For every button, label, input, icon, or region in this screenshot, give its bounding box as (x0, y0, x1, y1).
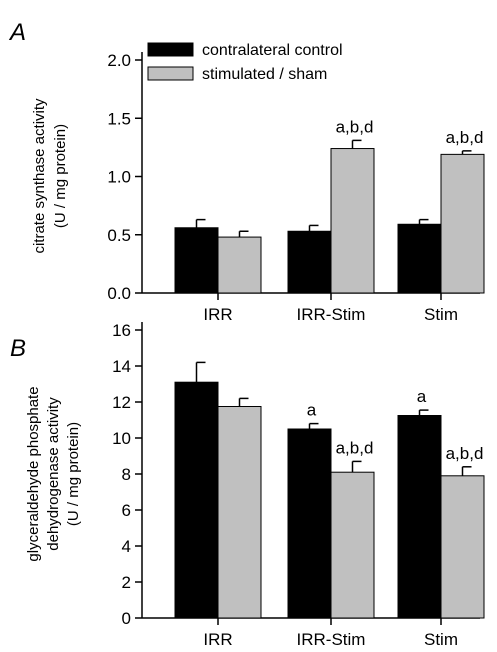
bar-contralateral-control (397, 223, 442, 294)
legend-swatch (147, 42, 194, 57)
x-category-label: Stim (424, 630, 458, 649)
bar-stimulated-sham (217, 236, 262, 294)
y-tick-label: 6 (122, 501, 131, 520)
y-tick-label: 1.5 (107, 109, 131, 128)
legend-label: contralateral control (202, 42, 343, 59)
x-category-label: IRR-Stim (297, 630, 366, 649)
x-category-label: Stim (424, 305, 458, 324)
x-category-label: IRR (203, 305, 232, 324)
panel-label: A (8, 19, 26, 46)
y-tick-label: 10 (112, 429, 131, 448)
legend-swatch (147, 66, 194, 81)
y-axis-label: citrate synthase activity (31, 98, 48, 254)
y-tick-label: 0 (122, 609, 131, 628)
y-tick-label: 2.0 (107, 51, 131, 70)
significance-annotation: a,b,d (446, 128, 484, 147)
legend-label: stimulated / sham (202, 66, 327, 83)
y-tick-label: 0.0 (107, 284, 131, 303)
bar-stimulated-sham (330, 148, 375, 294)
bar-stimulated-sham (440, 153, 485, 294)
significance-annotation: a (417, 387, 427, 406)
x-category-label: IRR (203, 630, 232, 649)
bar-contralateral-control (397, 415, 442, 619)
significance-annotation: a (307, 401, 317, 420)
y-axis-label: (U / mg protein) (52, 124, 69, 228)
y-axis-label: (U / mg protein) (65, 422, 82, 526)
x-category-label: IRR-Stim (297, 305, 366, 324)
y-tick-label: 14 (112, 357, 131, 376)
y-tick-label: 2 (122, 573, 131, 592)
significance-annotation: a,b,d (336, 438, 374, 457)
bar-contralateral-control (287, 428, 332, 619)
y-tick-label: 1.0 (107, 168, 131, 187)
y-tick-label: 0.5 (107, 226, 131, 245)
y-tick-label: 12 (112, 393, 131, 412)
y-tick-label: 16 (112, 321, 131, 340)
bar-contralateral-control (174, 227, 219, 294)
y-tick-label: 4 (122, 537, 131, 556)
bar-stimulated-sham (440, 475, 485, 619)
significance-annotation: a,b,d (446, 444, 484, 463)
y-axis-label: glyceraldehyde phosphate (25, 386, 42, 561)
y-tick-label: 8 (122, 465, 131, 484)
bar-contralateral-control (287, 230, 332, 294)
bar-stimulated-sham (330, 471, 375, 619)
panel-label: B (10, 335, 26, 362)
significance-annotation: a,b,d (336, 117, 374, 136)
bar-stimulated-sham (217, 406, 262, 619)
y-axis-label: dehydrogenase activity (45, 397, 62, 551)
bar-contralateral-control (174, 381, 219, 619)
